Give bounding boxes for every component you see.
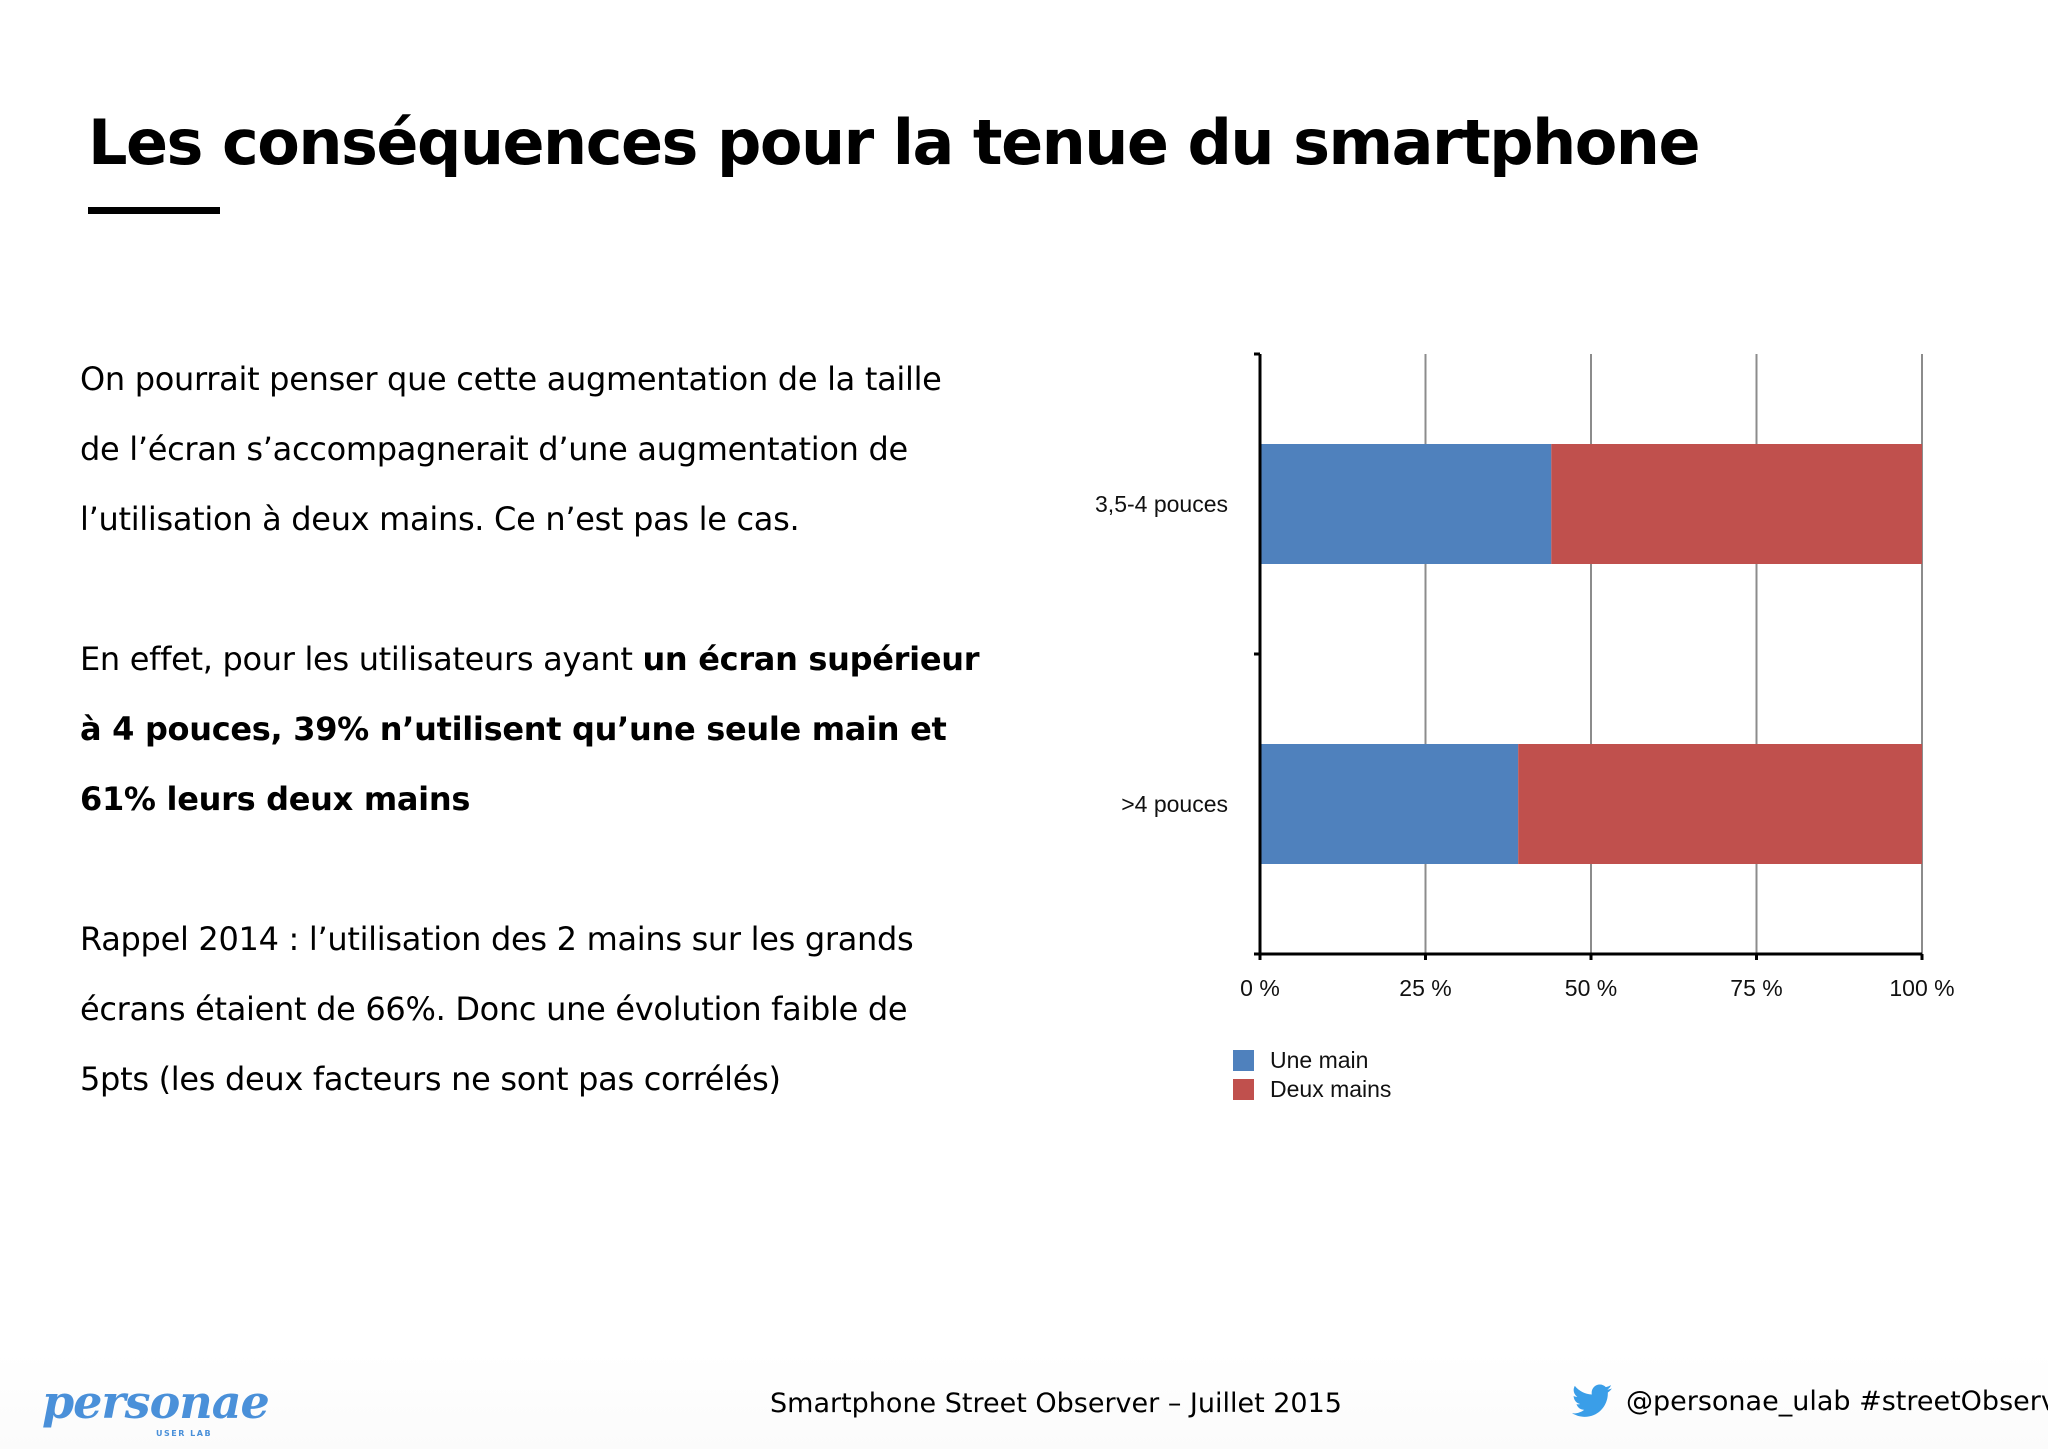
twitter-handle: @personae_ulab #streetObserver — [1626, 1385, 2048, 1417]
x-tick-label: 0 % — [1240, 975, 1280, 1001]
legend-label: Deux mains — [1270, 1076, 1391, 1102]
x-tick-label: 100 % — [1889, 975, 1954, 1001]
bar-segment — [1551, 444, 1922, 564]
personae-logo: personae USER LAB — [42, 1380, 270, 1438]
title-underline — [88, 207, 220, 214]
category-label: 3,5-4 pouces — [1095, 491, 1228, 517]
paragraph-reminder: Rappel 2014 : l’utilisation des 2 mains … — [80, 920, 914, 1098]
bar-segment — [1260, 444, 1552, 564]
paragraph-intro: On pourrait penser que cette augmentatio… — [80, 360, 942, 538]
paragraph-finding: En effet, pour les utilisateurs ayant un… — [80, 624, 980, 834]
logo-subtext: USER LAB — [156, 1429, 212, 1438]
bar-segment — [1518, 744, 1922, 864]
slide-title: Les conséquences pour la tenue du smartp… — [88, 106, 1701, 179]
bar-segment — [1260, 744, 1519, 864]
category-label: >4 pouces — [1121, 791, 1228, 817]
legend-swatch — [1233, 1079, 1254, 1100]
logo-wordmark: personae — [42, 1380, 269, 1429]
footer-social: @personae_ulab #streetObserver — [1572, 1384, 2048, 1418]
x-tick-label: 50 % — [1565, 975, 1617, 1001]
body-text: On pourrait penser que cette augmentatio… — [80, 344, 980, 1184]
legend-swatch — [1233, 1050, 1254, 1071]
finding-highlight: un écran supérieur à 4 pouces, 39% n’uti… — [80, 640, 980, 818]
finding-lead: En effet, pour les utilisateurs ayant — [80, 640, 643, 678]
legend-label: Une main — [1270, 1047, 1368, 1073]
x-tick-label: 25 % — [1399, 975, 1451, 1001]
x-tick-label: 75 % — [1730, 975, 1782, 1001]
footer-caption: Smartphone Street Observer – Juillet 201… — [770, 1388, 1342, 1419]
stacked-bar-chart: 3,5-4 pouces >4 pouces 0 % 25 % 50 % 75 % 100 … — [1095, 352, 1955, 1102]
footer — [0, 1352, 2048, 1449]
twitter-bird-icon — [1572, 1384, 1612, 1417]
